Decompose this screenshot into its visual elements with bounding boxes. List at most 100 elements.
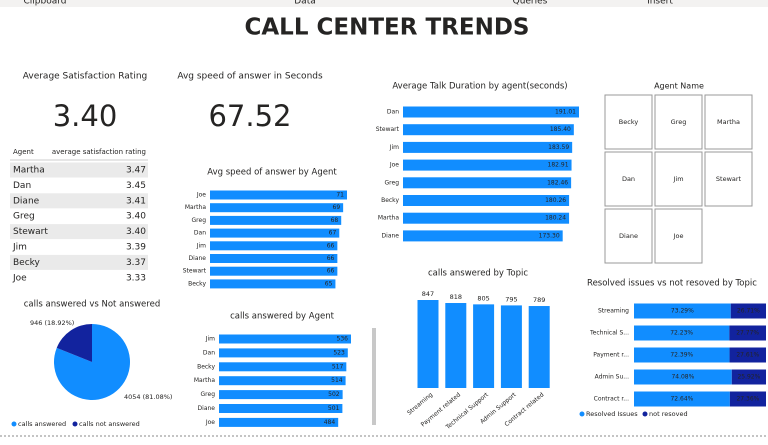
y-category-label: Joe (196, 192, 206, 199)
legend-swatch (579, 411, 585, 417)
data-label: 501 (328, 405, 340, 412)
data-label: 180.24 (545, 215, 566, 222)
bar-segment (634, 303, 731, 319)
slicer-label: Jim (672, 175, 683, 183)
chart-title: calls answered by Agent (230, 312, 335, 322)
data-label: 502 (328, 391, 340, 398)
data-label: 536 (337, 336, 349, 343)
card-value: 3.40 (53, 99, 118, 133)
chart-title: Resolved issues vs not resoved by Topic (587, 279, 757, 289)
y-category-label: Diane (189, 255, 207, 262)
slicer-title: Agent Name (654, 82, 704, 91)
ribbon-bar (0, 0, 768, 7)
column (500, 305, 522, 388)
data-label: 27.61% (736, 352, 759, 359)
bar-segment (634, 325, 730, 341)
bar (403, 106, 579, 118)
slicer-label: Dan (622, 175, 635, 183)
y-category-label: Technical S... (589, 330, 629, 337)
page-title: CALL CENTER TRENDS (245, 15, 530, 41)
bar (403, 230, 563, 242)
data-label: 65 (325, 280, 333, 287)
table-cell: Greg (13, 212, 35, 222)
slicer-label: Becky (619, 118, 639, 126)
column (473, 304, 495, 388)
pie-slice (56, 324, 92, 362)
y-category-label: Admin Su... (595, 374, 629, 381)
data-label: 517 (332, 363, 344, 370)
chart-title: Avg speed of answer by Agent (207, 168, 337, 178)
bar (403, 159, 572, 171)
y-category-label: Jim (389, 144, 399, 151)
bar-segment (729, 391, 766, 407)
data-label: 66 (327, 242, 335, 249)
chart-title: calls answered vs Not answered (24, 300, 160, 310)
bar (210, 215, 342, 225)
card-label: Avg speed of answer in Seconds (177, 72, 323, 82)
y-category-label: Martha (194, 377, 215, 384)
column (417, 300, 439, 388)
y-category-label: Joe (389, 162, 399, 169)
data-label: 183.59 (548, 144, 569, 151)
y-category-label: Martha (378, 215, 399, 222)
bar (219, 390, 343, 400)
table-row-bg (10, 193, 148, 209)
slicer-item[interactable] (604, 151, 653, 207)
bar (219, 404, 343, 413)
data-label: 4054 (81.08%) (124, 393, 172, 401)
slicer-item[interactable] (654, 151, 703, 207)
data-label: 523 (333, 349, 345, 356)
slicer-label: Diane (619, 232, 638, 240)
bar (403, 141, 573, 153)
slicer-item[interactable] (704, 151, 753, 207)
bar (403, 177, 572, 189)
slicer-item[interactable] (654, 208, 703, 264)
table-cell: Diane (13, 196, 40, 206)
data-label: 795 (505, 295, 517, 303)
legend-label: not resoved (649, 410, 688, 418)
slicer-label: Stewart (716, 175, 742, 183)
table-row-bg (10, 224, 148, 240)
data-label: 484 (324, 419, 336, 426)
bar-segment (729, 325, 766, 341)
bar (219, 334, 351, 344)
slicer-item[interactable] (704, 94, 753, 150)
data-label: 182.46 (547, 179, 568, 186)
bar (403, 212, 570, 224)
legend-label: calls not answered (79, 420, 140, 428)
data-label: 69 (333, 204, 341, 211)
legend-label: Resolved Issues (586, 410, 638, 418)
column (445, 303, 467, 388)
slicer-label: Greg (671, 118, 687, 126)
bar (219, 362, 347, 372)
bar (210, 279, 336, 289)
data-label: 26.71% (737, 308, 760, 315)
data-label: 514 (331, 377, 343, 384)
y-category-label: Streaming (598, 308, 629, 315)
y-category-label: Diane (382, 232, 400, 239)
bar (403, 124, 574, 136)
table-header: average satisfaction rating (52, 148, 146, 156)
slicer-item[interactable] (604, 208, 653, 264)
y-category-label: Greg (385, 179, 400, 186)
y-category-label: Joe (205, 419, 215, 426)
ribbon-label: Insert (647, 0, 673, 7)
table-cell: 3.37 (126, 258, 146, 268)
y-category-label: Greg (192, 217, 207, 224)
y-category-label: Jim (196, 242, 206, 249)
slicer-item[interactable] (604, 94, 653, 150)
bar (210, 266, 338, 276)
y-category-label: Greg (201, 391, 216, 398)
slicer-item[interactable] (654, 94, 703, 150)
data-label: 66 (327, 255, 335, 262)
data-label: 27.36% (736, 396, 759, 403)
table-cell: Dan (13, 181, 31, 191)
table-cell: 3.41 (126, 196, 146, 206)
y-category-label: Payment r... (593, 352, 629, 359)
table-cell: 3.40 (126, 212, 146, 222)
table-header: Agent (13, 148, 34, 156)
table-cell: 3.40 (126, 227, 146, 237)
y-category-label: Diane (198, 405, 216, 412)
ribbon-label: Clipboard (24, 0, 67, 7)
data-label: 847 (422, 290, 434, 298)
